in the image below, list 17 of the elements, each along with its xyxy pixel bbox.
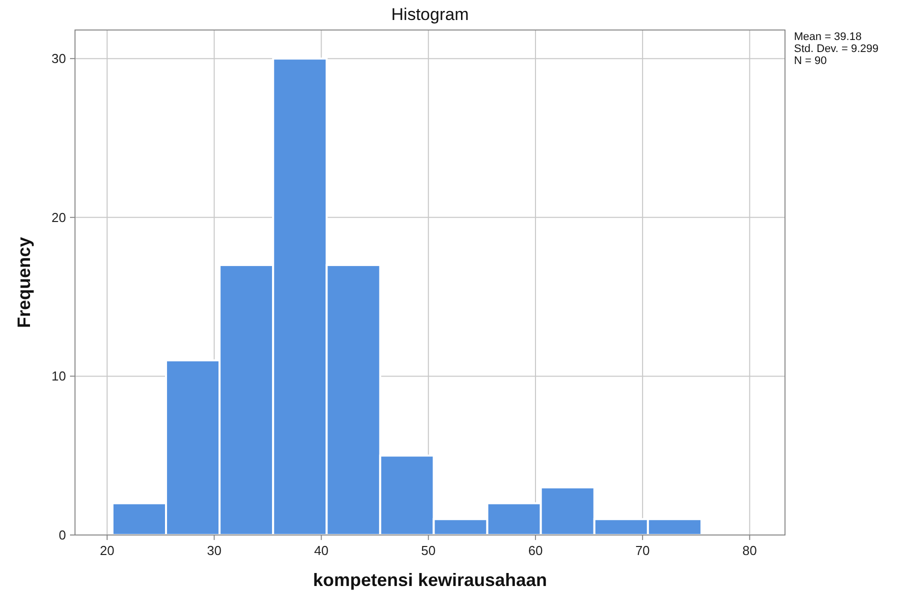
y-tick-label: 10 [52,368,66,384]
x-tick-label: 60 [528,543,543,558]
y-tick-label: 30 [52,51,66,66]
x-tick-label: 30 [206,543,222,558]
text: N = 90 [794,55,827,67]
x-tick-label: 80 [742,543,757,558]
y-tick-label: 20 [52,210,66,225]
x-tick-label: 50 [421,543,436,558]
y-axis-title: Frequency [14,236,34,328]
x-tick-label: 70 [635,543,650,558]
text: Mean = 39.18 [794,31,862,43]
x-tick-label: 40 [314,543,329,558]
x-axis-title: kompetensi kewirausahaan [312,570,548,590]
text: Std. Dev. = 9.299 [794,43,878,55]
y-tick-label: 0 [58,528,66,543]
chart-title: Histogram [391,5,469,24]
x-tick-label: 20 [100,543,114,558]
